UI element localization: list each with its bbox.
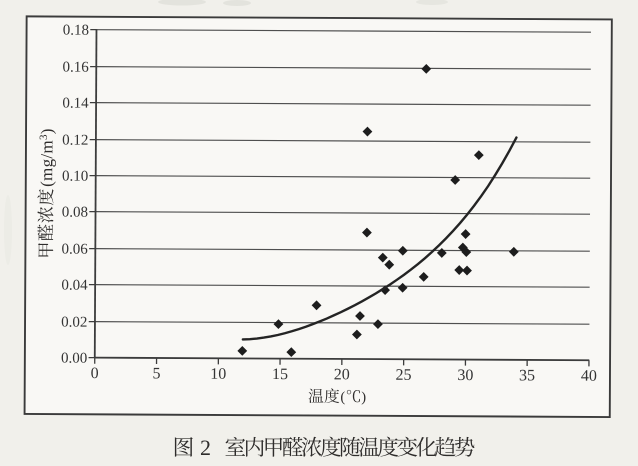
svg-text:0.04: 0.04: [61, 278, 88, 294]
svg-text:20: 20: [334, 366, 350, 383]
svg-text:(mg/m3): (mg/m3): [37, 128, 56, 187]
svg-text:40: 40: [581, 368, 597, 385]
svg-text:30: 30: [457, 367, 473, 384]
svg-text:0.06: 0.06: [62, 242, 89, 258]
svg-text:25: 25: [396, 367, 412, 384]
svg-text:0.00: 0.00: [61, 351, 87, 367]
svg-text:10: 10: [210, 366, 226, 383]
svg-text:): ): [361, 390, 366, 406]
svg-text:0: 0: [91, 365, 99, 382]
svg-text:0.08: 0.08: [62, 205, 88, 221]
svg-text:2: 2: [200, 435, 211, 460]
svg-text:0.12: 0.12: [62, 133, 88, 149]
svg-text:5: 5: [152, 365, 160, 382]
svg-text:0.18: 0.18: [63, 23, 89, 39]
svg-text:0.16: 0.16: [62, 60, 89, 76]
svg-text:(: (: [340, 389, 345, 405]
svg-text:0.02: 0.02: [61, 315, 87, 331]
svg-text:35: 35: [519, 367, 535, 384]
svg-text:0.10: 0.10: [62, 169, 88, 185]
svg-text:0.14: 0.14: [62, 96, 89, 112]
svg-text:15: 15: [272, 366, 288, 383]
